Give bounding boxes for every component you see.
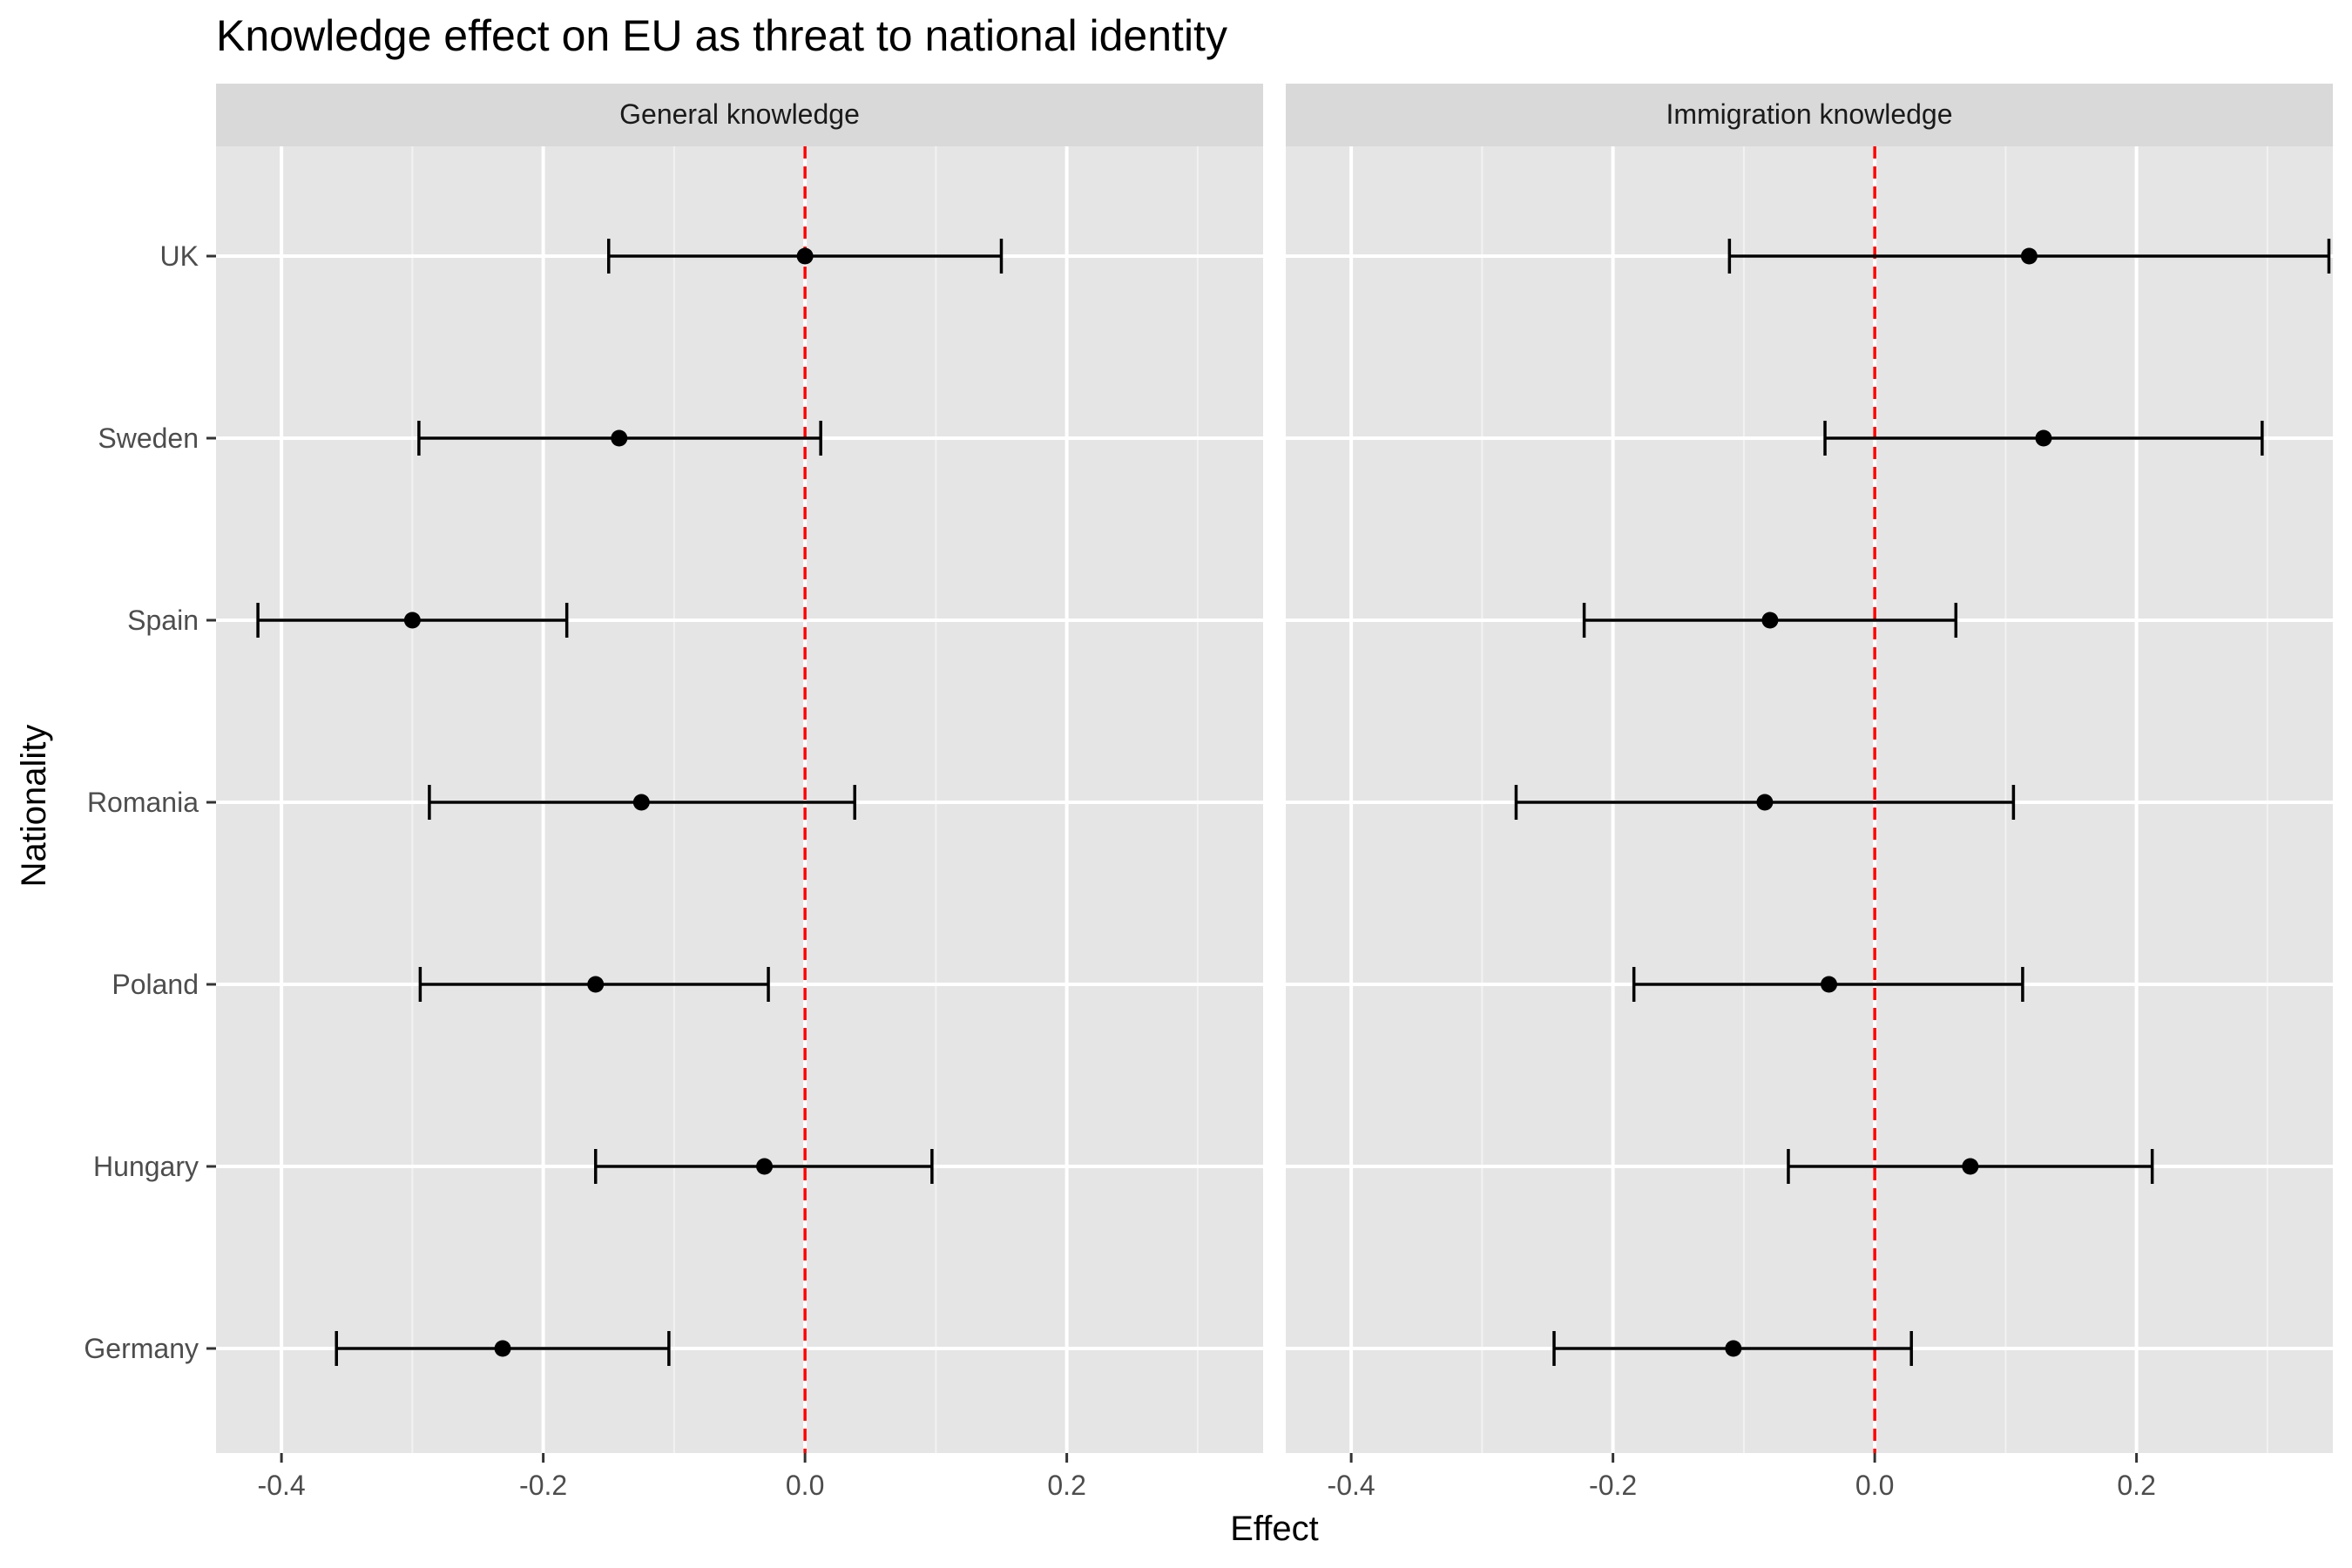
y-axis-title: Nationality [15,725,53,888]
x-tick-label: -0.2 [1589,1470,1637,1501]
data-point [796,247,814,265]
facet-strip [1286,84,2333,146]
data-point [1725,1340,1742,1357]
data-point [1962,1158,1979,1175]
y-tick-label: Poland [112,969,199,1000]
data-point [756,1158,774,1175]
data-point [494,1340,511,1357]
data-point [1821,976,1838,993]
data-point [2020,247,2038,265]
x-tick-label: 0.0 [1855,1470,1894,1501]
panel-2: Immigration knowledge -0.4 -0.2 0.0 0.2 [1286,84,2333,1501]
data-point [403,612,421,629]
x-tick-label: -0.4 [258,1470,306,1501]
data-point [1761,612,1779,629]
y-axis: UK Sweden Spain Romania Poland Hungary Germany [84,240,216,1364]
y-tick-label: Spain [127,605,199,636]
y-tick-label: Sweden [98,422,199,454]
data-point [587,976,605,993]
y-tick-label: Hungary [93,1151,199,1182]
panel-background [216,146,1263,1453]
y-tick-label: UK [160,240,199,272]
x-tick-label: 0.0 [786,1470,824,1501]
panel-background [1286,146,2333,1453]
x-tick-label: 0.2 [1047,1470,1085,1501]
data-point [611,429,628,447]
data-point [2035,429,2052,447]
chart-title: Knowledge effect on EU as threat to nati… [216,11,1227,60]
y-tick-label: Romania [87,787,199,818]
facet-strip [216,84,1263,146]
data-point [632,794,650,811]
facet-strip-label: General knowledge [619,98,860,130]
y-tick-label: Germany [84,1333,199,1364]
x-tick-label: -0.2 [519,1470,567,1501]
x-tick-label: -0.4 [1328,1470,1375,1501]
x-axis-title: Effect [1230,1510,1319,1548]
data-point [1756,794,1774,811]
facet-strip-label: Immigration knowledge [1666,98,1952,130]
x-tick-label: 0.2 [2117,1470,2155,1501]
panel-1: General knowledge -0.4 -0.2 0.0 0.2 [216,84,1263,1501]
panels-layer: General knowledge-0.4 -0.2 0.0 0.2Immigrati… [84,84,2333,1501]
